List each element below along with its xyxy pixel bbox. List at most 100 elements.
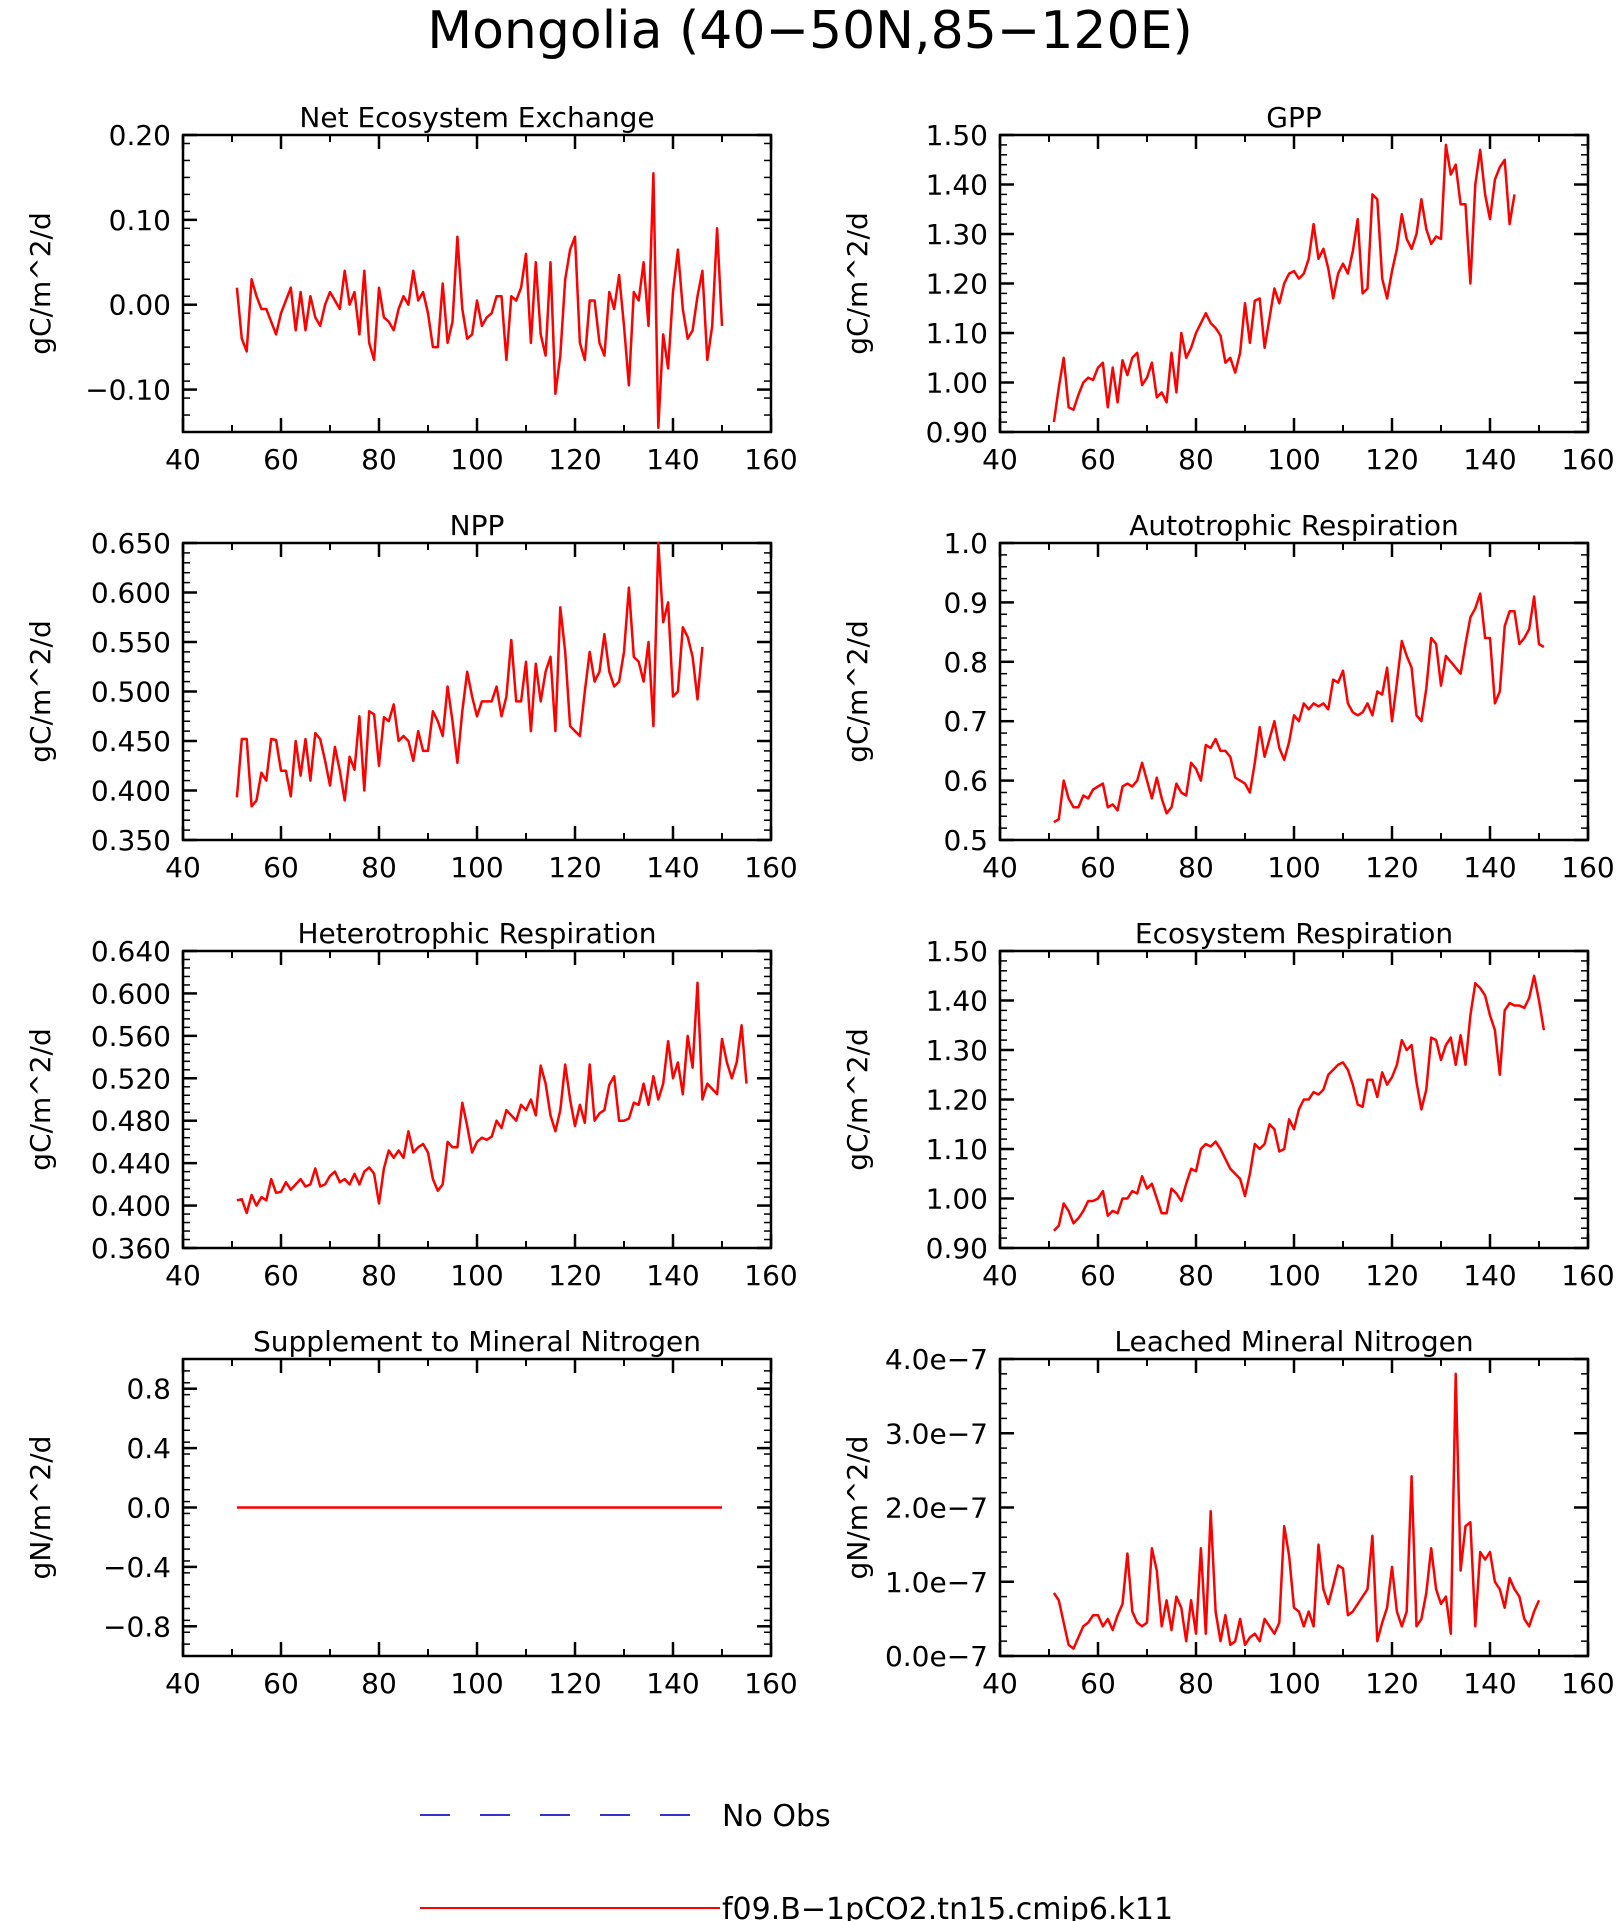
- series-line: [236, 981, 748, 1215]
- y-tick-label: 0.640: [91, 935, 171, 968]
- y-tick-label: 1.40: [926, 169, 988, 202]
- x-tick-label: 120: [1365, 1259, 1418, 1292]
- x-tick-label: 140: [1463, 1259, 1516, 1292]
- panel-leached-mineral-nitrogen: Leached Mineral Nitrogen gN/m^2/d 40 60 80 10…: [841, 1325, 1615, 1700]
- x-tick-label: 120: [548, 851, 601, 884]
- x-tick-label: 160: [744, 1667, 797, 1700]
- x-tick-label: 160: [1561, 1667, 1614, 1700]
- panel-title: Autotrophic Respiration: [1129, 509, 1458, 542]
- y-tick-label: 0.5: [943, 824, 988, 857]
- legend: No Obs f09.B−1pCO2.tn15.cmip6.k11: [420, 1799, 1173, 1921]
- x-tick-label: 160: [744, 443, 797, 476]
- y-tick-label: 0.90: [926, 1232, 988, 1265]
- series-line: [1053, 592, 1545, 824]
- y-axis-label: gC/m^2/d: [24, 1028, 57, 1171]
- x-tick-label: 140: [1463, 443, 1516, 476]
- legend-no-obs-label: No Obs: [722, 1799, 831, 1834]
- x-tick-label: 40: [165, 1259, 201, 1292]
- plot-frame: [181, 541, 773, 842]
- y-tick-label: 1.40: [926, 985, 988, 1018]
- y-tick-label: 1.50: [926, 119, 988, 152]
- y-tick-label: 0.90: [926, 416, 988, 449]
- x-tick-label: 60: [263, 851, 299, 884]
- x-tick-label: 60: [1080, 1259, 1116, 1292]
- y-tick-label: 0.350: [91, 824, 171, 857]
- panel-title: NPP: [450, 509, 505, 542]
- x-tick-label: 120: [1365, 1667, 1418, 1700]
- panel-autotrophic-respiration: Autotrophic Respiration gC/m^2/d 40 60 80 100…: [841, 509, 1615, 884]
- x-tick-label: 60: [263, 1667, 299, 1700]
- x-tick-label: 60: [1080, 851, 1116, 884]
- x-tick-label: 80: [1178, 443, 1214, 476]
- series-line: [235, 171, 724, 430]
- x-tick-label: 40: [982, 443, 1018, 476]
- y-tick-label: 0.10: [109, 204, 171, 237]
- x-tick-label: 120: [548, 443, 601, 476]
- x-tick-label: 160: [1561, 443, 1614, 476]
- x-tick-label: 120: [1365, 851, 1418, 884]
- y-axis-label: gN/m^2/d: [841, 1436, 874, 1580]
- plot-frame: [998, 1357, 1590, 1658]
- y-tick-label: 0.400: [91, 775, 171, 808]
- panel-gpp: GPP gC/m^2/d 40 60 80 100 120 140 160 1.50 1.40 1.3…: [841, 101, 1615, 476]
- y-axis-label: gN/m^2/d: [24, 1436, 57, 1580]
- x-tick-label: 140: [1463, 851, 1516, 884]
- y-axis-label: gC/m^2/d: [24, 620, 57, 763]
- y-tick-label: 0.9: [943, 586, 988, 619]
- x-tick-label: 40: [165, 443, 201, 476]
- y-tick-label: 1.30: [926, 218, 988, 251]
- y-tick-label: 0.600: [91, 977, 171, 1010]
- y-tick-label: 0.500: [91, 676, 171, 709]
- x-tick-label: 100: [1267, 1667, 1320, 1700]
- y-tick-label: −0.8: [103, 1610, 171, 1643]
- legend-model-label: f09.B−1pCO2.tn15.cmip6.k11: [722, 1892, 1173, 1921]
- y-tick-label: 1.00: [926, 1183, 988, 1216]
- y-tick-label: 1.20: [926, 1084, 988, 1117]
- x-tick-label: 80: [1178, 1667, 1214, 1700]
- y-tick-label: 0.520: [91, 1062, 171, 1095]
- y-tick-label: 1.50: [926, 935, 988, 968]
- x-tick-label: 100: [1267, 1259, 1320, 1292]
- x-tick-label: 40: [982, 1259, 1018, 1292]
- figure-title: Mongolia (40−50N,85−120E): [427, 1, 1193, 61]
- y-tick-label: 0.0e−7: [885, 1640, 988, 1673]
- x-tick-label: 160: [1561, 851, 1614, 884]
- panel-title: Leached Mineral Nitrogen: [1114, 1325, 1473, 1358]
- y-tick-label: −0.4: [103, 1551, 171, 1584]
- x-tick-label: 40: [165, 1667, 201, 1700]
- y-tick-label: 0.20: [109, 119, 171, 152]
- x-tick-label: 140: [646, 443, 699, 476]
- y-axis-label: gC/m^2/d: [841, 620, 874, 763]
- panel-ecosystem-respiration: Ecosystem Respiration gC/m^2/d 40 60 80 100 12…: [841, 917, 1615, 1292]
- x-tick-label: 80: [1178, 851, 1214, 884]
- y-tick-label: 1.0: [943, 527, 988, 560]
- y-tick-label: 0.6: [943, 765, 988, 798]
- y-tick-label: 0.360: [91, 1232, 171, 1265]
- y-tick-label: 1.30: [926, 1034, 988, 1067]
- x-tick-label: 140: [646, 851, 699, 884]
- y-tick-label: 0.440: [91, 1147, 171, 1180]
- panel-title: Heterotrophic Respiration: [298, 917, 657, 950]
- y-tick-label: 0.7: [943, 705, 988, 738]
- x-tick-label: 80: [1178, 1259, 1214, 1292]
- y-tick-label: 1.20: [926, 268, 988, 301]
- x-tick-label: 160: [744, 851, 797, 884]
- x-tick-label: 80: [361, 443, 397, 476]
- x-tick-label: 40: [165, 851, 201, 884]
- y-axis-label: gC/m^2/d: [841, 1028, 874, 1171]
- series-line: [1053, 974, 1546, 1232]
- x-tick-label: 160: [744, 1259, 797, 1292]
- x-tick-label: 160: [1561, 1259, 1614, 1292]
- series-line: [1052, 1372, 1541, 1650]
- series-line: [1052, 143, 1516, 423]
- x-tick-label: 100: [450, 1259, 503, 1292]
- y-tick-label: −0.10: [85, 374, 171, 407]
- x-tick-label: 120: [548, 1667, 601, 1700]
- y-axis-label: gC/m^2/d: [24, 212, 57, 355]
- y-tick-label: 0.600: [91, 577, 171, 610]
- x-tick-label: 100: [1267, 851, 1320, 884]
- plot-frame: [181, 949, 773, 1250]
- x-tick-label: 120: [548, 1259, 601, 1292]
- x-tick-label: 100: [1267, 443, 1320, 476]
